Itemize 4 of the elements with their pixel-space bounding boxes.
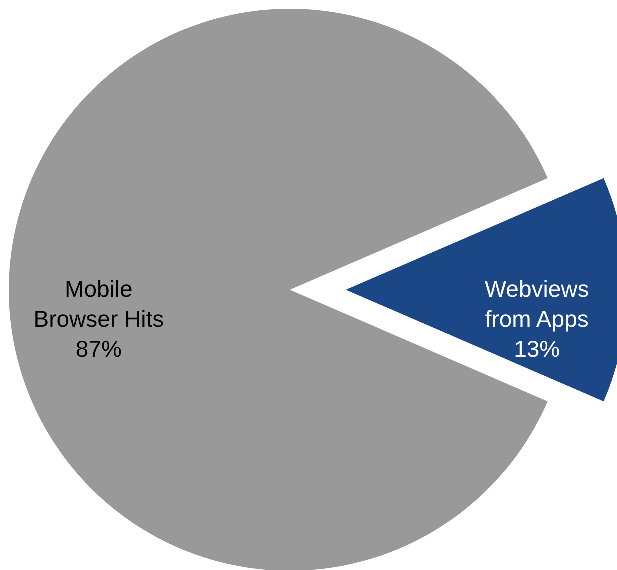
slice-label: Webviews from Apps (484, 276, 590, 332)
data-label: 87% (76, 336, 122, 362)
slice-label: Mobile Browser Hits (34, 276, 164, 332)
data-label: 13% (514, 336, 560, 362)
